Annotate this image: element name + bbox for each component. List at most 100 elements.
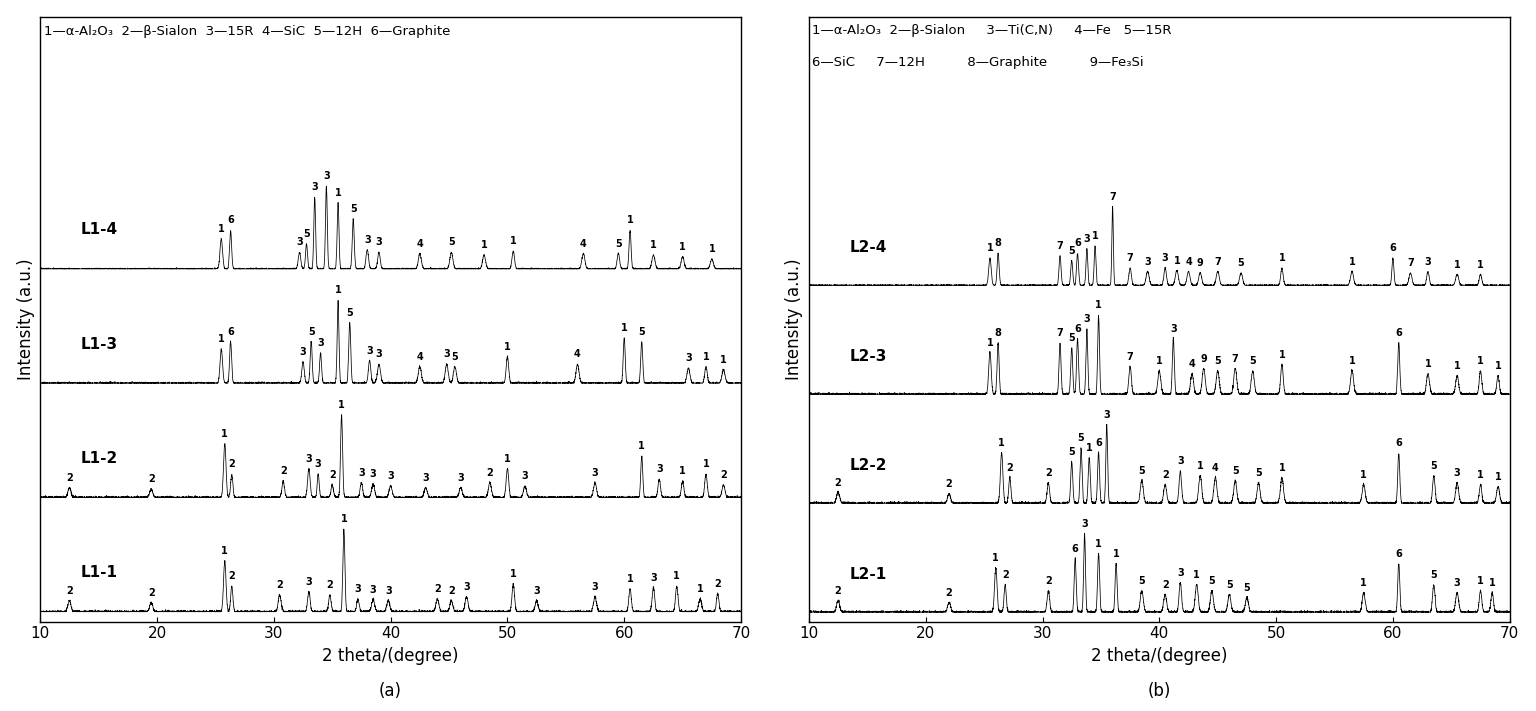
Text: 1: 1 bbox=[1349, 257, 1355, 267]
Text: 3: 3 bbox=[522, 471, 528, 481]
Text: 6: 6 bbox=[1074, 238, 1081, 248]
Text: 2: 2 bbox=[147, 588, 155, 598]
Text: 3: 3 bbox=[376, 349, 382, 359]
Text: L1-4: L1-4 bbox=[81, 223, 118, 237]
Text: 1: 1 bbox=[1495, 472, 1501, 482]
Text: 5: 5 bbox=[1215, 356, 1221, 366]
Text: 1: 1 bbox=[335, 188, 341, 198]
Text: 3: 3 bbox=[387, 471, 395, 481]
Text: 1: 1 bbox=[679, 466, 687, 476]
Y-axis label: Intensity (a.u.): Intensity (a.u.) bbox=[785, 258, 803, 380]
Text: 5: 5 bbox=[1255, 469, 1263, 479]
Text: 4: 4 bbox=[416, 239, 424, 249]
Text: 1: 1 bbox=[1086, 443, 1092, 453]
X-axis label: 2 theta/(degree): 2 theta/(degree) bbox=[1091, 647, 1227, 665]
Text: 1: 1 bbox=[1278, 253, 1286, 263]
Text: 4: 4 bbox=[1212, 463, 1218, 473]
Text: 5: 5 bbox=[1232, 466, 1238, 476]
Text: 2: 2 bbox=[1044, 576, 1052, 586]
Text: 3: 3 bbox=[306, 454, 312, 464]
Text: 2: 2 bbox=[329, 470, 335, 480]
Text: 1: 1 bbox=[702, 352, 710, 362]
Text: 3: 3 bbox=[656, 464, 662, 474]
Text: 2: 2 bbox=[1006, 463, 1014, 473]
Text: 2: 2 bbox=[720, 470, 727, 480]
Text: 3: 3 bbox=[1081, 519, 1087, 529]
Text: 4: 4 bbox=[1189, 359, 1195, 369]
Text: 5: 5 bbox=[1430, 461, 1438, 471]
Text: 2: 2 bbox=[229, 571, 235, 581]
Text: 1: 1 bbox=[1361, 578, 1367, 588]
Text: 1: 1 bbox=[702, 459, 710, 469]
Text: 4: 4 bbox=[581, 239, 587, 249]
Text: 3: 3 bbox=[444, 349, 450, 359]
Text: 1: 1 bbox=[639, 442, 645, 451]
Text: 9: 9 bbox=[1200, 353, 1207, 363]
Text: L2-3: L2-3 bbox=[849, 349, 888, 364]
Text: 3: 3 bbox=[458, 473, 464, 483]
Text: 1: 1 bbox=[673, 571, 680, 581]
Text: 3: 3 bbox=[376, 237, 382, 247]
Text: 4: 4 bbox=[574, 349, 581, 359]
Text: 2: 2 bbox=[834, 478, 842, 488]
Text: 1: 1 bbox=[1478, 470, 1484, 480]
Text: 5: 5 bbox=[307, 327, 315, 337]
Text: 7: 7 bbox=[1232, 353, 1238, 363]
Text: 1: 1 bbox=[708, 244, 716, 254]
Text: 5: 5 bbox=[639, 327, 645, 337]
Text: 5: 5 bbox=[452, 352, 458, 362]
Text: 5: 5 bbox=[346, 308, 353, 318]
Text: 1: 1 bbox=[986, 243, 994, 253]
Text: 5: 5 bbox=[1238, 258, 1244, 268]
Text: 5: 5 bbox=[350, 205, 356, 215]
Text: 1—α-Al₂O₃  2—β-Sialon     3—Ti(C,N)     4—Fe   5—15R: 1—α-Al₂O₃ 2—β-Sialon 3—Ti(C,N) 4—Fe 5—15… bbox=[813, 24, 1172, 37]
Y-axis label: Intensity (a.u.): Intensity (a.u.) bbox=[17, 258, 35, 380]
Text: 1: 1 bbox=[1193, 570, 1200, 580]
Text: L2-4: L2-4 bbox=[849, 240, 888, 255]
Text: 3: 3 bbox=[370, 469, 376, 479]
Text: 3: 3 bbox=[306, 577, 312, 587]
Text: 2: 2 bbox=[1161, 580, 1169, 590]
Text: 2: 2 bbox=[66, 586, 72, 596]
Text: 2: 2 bbox=[276, 580, 283, 590]
Text: 5: 5 bbox=[1069, 447, 1075, 457]
Text: 3: 3 bbox=[591, 582, 599, 592]
Text: 8: 8 bbox=[995, 238, 1001, 248]
Text: 7: 7 bbox=[1109, 191, 1117, 201]
Text: 7: 7 bbox=[1057, 328, 1063, 338]
Text: 3: 3 bbox=[1161, 253, 1169, 263]
Text: (a): (a) bbox=[379, 682, 402, 700]
Text: 1: 1 bbox=[510, 570, 516, 579]
Text: 5: 5 bbox=[1069, 246, 1075, 256]
Text: 3: 3 bbox=[366, 346, 373, 356]
Text: 6: 6 bbox=[1074, 324, 1081, 333]
Text: 3: 3 bbox=[1424, 257, 1432, 267]
Text: 1: 1 bbox=[1453, 260, 1461, 269]
Text: 1: 1 bbox=[1349, 356, 1355, 366]
Text: 7: 7 bbox=[1407, 258, 1413, 268]
Text: 3: 3 bbox=[1177, 456, 1184, 466]
Text: 2: 2 bbox=[66, 473, 72, 483]
Text: 1: 1 bbox=[992, 553, 1000, 563]
Text: 5: 5 bbox=[1430, 570, 1438, 580]
Text: 1: 1 bbox=[627, 215, 633, 225]
Text: 1: 1 bbox=[1424, 359, 1432, 369]
Text: 3: 3 bbox=[422, 473, 429, 483]
Text: 3: 3 bbox=[1083, 233, 1091, 244]
Text: 3: 3 bbox=[315, 459, 321, 469]
Text: 1: 1 bbox=[1278, 463, 1286, 473]
Text: 3: 3 bbox=[296, 237, 303, 247]
X-axis label: 2 theta/(degree): 2 theta/(degree) bbox=[323, 647, 459, 665]
Text: 1: 1 bbox=[986, 338, 994, 348]
Text: 3: 3 bbox=[1144, 257, 1150, 267]
Text: 1: 1 bbox=[481, 240, 487, 250]
Text: 4: 4 bbox=[416, 352, 424, 362]
Text: 1: 1 bbox=[221, 429, 229, 439]
Text: 3: 3 bbox=[316, 338, 324, 348]
Text: 1: 1 bbox=[218, 334, 224, 344]
Text: 1: 1 bbox=[1478, 576, 1484, 586]
Text: 2: 2 bbox=[1001, 570, 1009, 580]
Text: 1: 1 bbox=[627, 574, 633, 584]
Text: L1-1: L1-1 bbox=[81, 565, 118, 580]
Text: 3: 3 bbox=[1453, 469, 1461, 479]
